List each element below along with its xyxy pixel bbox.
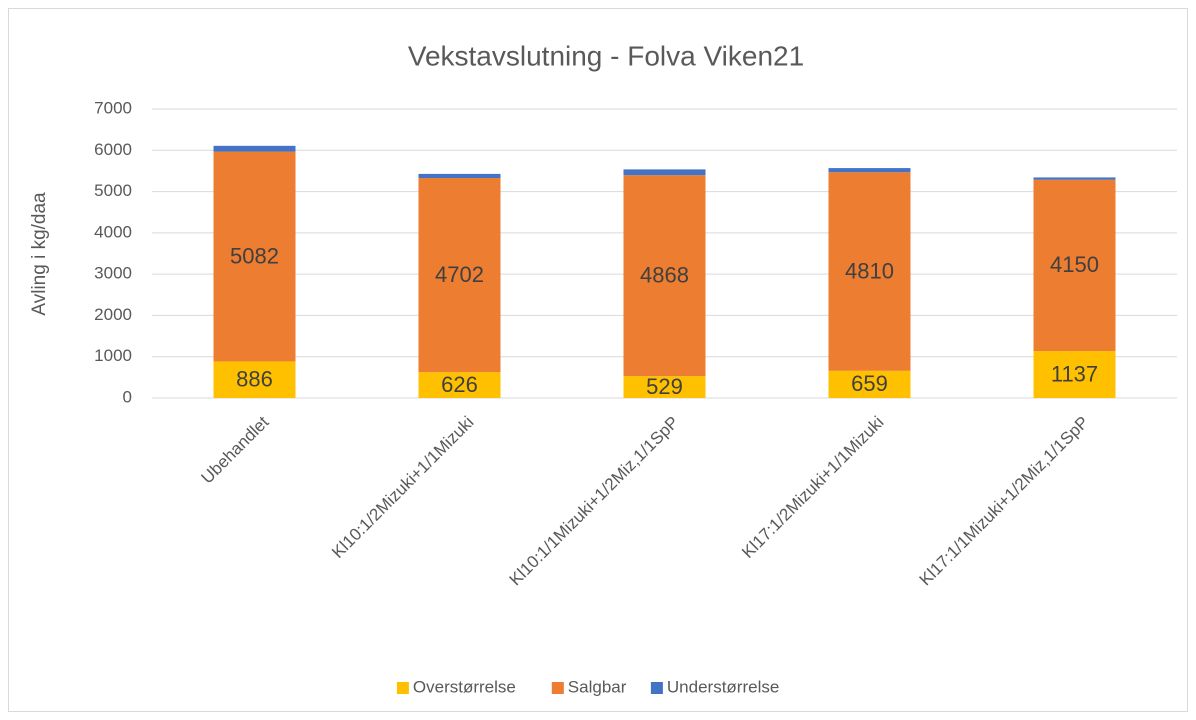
bar-segment bbox=[418, 173, 501, 179]
bar-segment bbox=[623, 175, 706, 377]
data-label: 626 bbox=[441, 372, 478, 397]
bar-segment bbox=[828, 370, 911, 398]
bar-segment bbox=[213, 151, 296, 362]
bar-segment bbox=[828, 172, 911, 371]
bar-segment bbox=[1033, 351, 1116, 398]
y-tick-label: 0 bbox=[123, 387, 132, 406]
bar-segment bbox=[1033, 179, 1116, 352]
data-label: 5082 bbox=[230, 243, 279, 268]
bar-segment bbox=[828, 168, 911, 173]
bar-segment bbox=[213, 361, 296, 398]
y-axis-label: Avling i kg/daa bbox=[29, 192, 50, 316]
data-label: 1137 bbox=[1051, 361, 1098, 386]
data-label: 529 bbox=[646, 374, 683, 399]
legend-label: Understørrelse bbox=[667, 677, 779, 696]
y-tick-label: 5000 bbox=[94, 181, 132, 200]
y-tick-label: 2000 bbox=[94, 305, 132, 324]
chart-title: Vekstavslutning - Folva Viken21 bbox=[408, 40, 804, 71]
y-tick-label: 1000 bbox=[94, 346, 132, 365]
y-tick-label: 7000 bbox=[94, 98, 132, 117]
data-label: 4150 bbox=[1050, 252, 1099, 277]
data-label: 4868 bbox=[640, 262, 689, 287]
bar-segment bbox=[1033, 177, 1116, 180]
legend-swatch bbox=[650, 682, 663, 694]
data-label: 4702 bbox=[435, 262, 484, 287]
data-label: 886 bbox=[236, 367, 273, 392]
data-label: 659 bbox=[851, 371, 888, 396]
y-tick-label: 6000 bbox=[94, 140, 132, 159]
bar-segment bbox=[213, 145, 296, 152]
legend-label: Salgbar bbox=[568, 677, 627, 696]
y-tick-label: 3000 bbox=[94, 264, 132, 283]
y-tick-label: 4000 bbox=[94, 222, 132, 241]
legend-swatch bbox=[551, 682, 564, 694]
data-label: 4810 bbox=[845, 258, 894, 283]
bar-segment bbox=[418, 372, 501, 398]
chart-border bbox=[8, 8, 1188, 712]
bar-segment bbox=[623, 376, 706, 398]
bar-segment bbox=[623, 169, 706, 176]
legend-swatch bbox=[396, 682, 409, 694]
bar-segment bbox=[418, 178, 501, 373]
legend-label: Overstørrelse bbox=[413, 677, 516, 696]
